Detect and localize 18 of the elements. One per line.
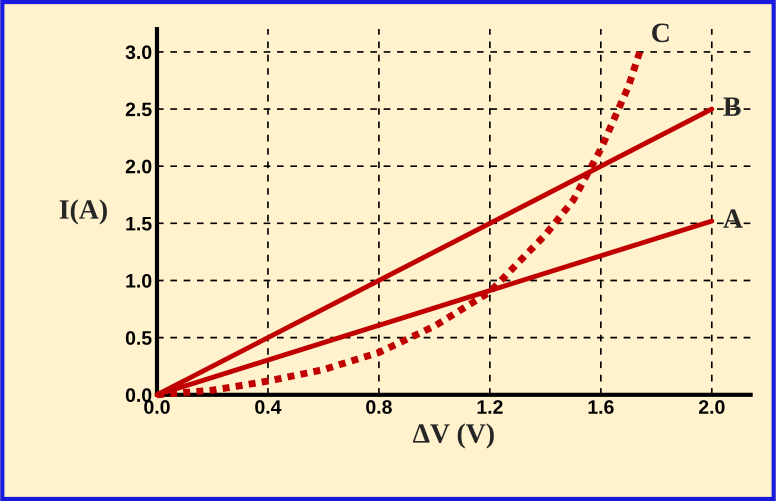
y-tick-label: 3.0 [126,45,152,60]
x-tick-label: 1.2 [478,400,503,414]
series-label: C [652,24,669,42]
series-label: A [723,209,743,228]
y-axis-title: I(A) [60,199,107,225]
x-tick-label: 0.8 [366,400,392,414]
x-axis-title: ΔV (V) [412,423,494,449]
x-tick-label: 0.4 [255,400,282,414]
y-tick-label: 0.5 [126,331,152,345]
y-tick-label: 1.5 [126,217,152,231]
y-tick-label: 1.0 [126,274,152,288]
x-tick-label: 0.0 [144,400,170,414]
y-tick-label: 0.0 [126,388,152,402]
x-tick-label: 2.0 [698,400,725,414]
series-label: B [723,98,741,116]
y-tick-label: 2.0 [126,160,152,174]
y-tick-label: 2.5 [126,102,152,116]
x-tick-label: 1.6 [588,400,614,414]
